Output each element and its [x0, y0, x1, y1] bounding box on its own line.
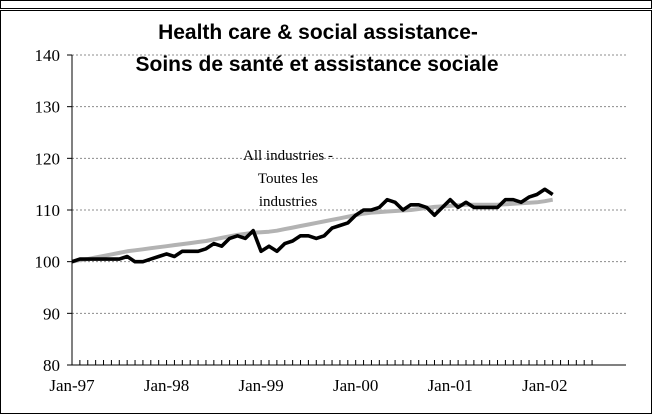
annotation-line-2: Toutes les [258, 171, 318, 187]
series-annotation: All industries - Toutes les industries [243, 148, 333, 210]
series-layer [71, 187, 554, 264]
y-tick-label: 140 [35, 46, 61, 65]
series-line-health-care [71, 187, 554, 264]
y-tick-label: 80 [43, 356, 60, 375]
chart-title: Health care & social assistance- [158, 21, 478, 44]
chart-subtitle: Soins de santé et assistance sociale [135, 53, 498, 76]
annotation-line-1: All industries - [243, 148, 333, 164]
gridlines [72, 54, 626, 314]
x-tick-label: Jan-98 [144, 376, 189, 395]
x-tick-label: Jan-02 [522, 376, 567, 395]
annotation-line-3: industries [259, 194, 317, 210]
top-frame-strip [0, 0, 652, 9]
y-tick-label: 90 [43, 304, 60, 323]
x-tick-label: Jan-00 [333, 376, 378, 395]
x-tick-label: Jan-01 [428, 376, 473, 395]
y-tick-label: 120 [35, 149, 61, 168]
y-tick-label: 130 [35, 98, 61, 117]
y-ticks: 80 90 100 110 120 130 140 [35, 46, 72, 375]
x-ticks: Jan-97 Jan-98 Jan-99 Jan-00 Jan-01 Jan-02 [49, 360, 593, 395]
x-tick-label: Jan-99 [238, 376, 283, 395]
chart-frame [0, 10, 652, 414]
y-tick-label: 100 [35, 253, 61, 272]
y-tick-label: 110 [35, 201, 60, 220]
x-tick-label: Jan-97 [49, 376, 95, 395]
